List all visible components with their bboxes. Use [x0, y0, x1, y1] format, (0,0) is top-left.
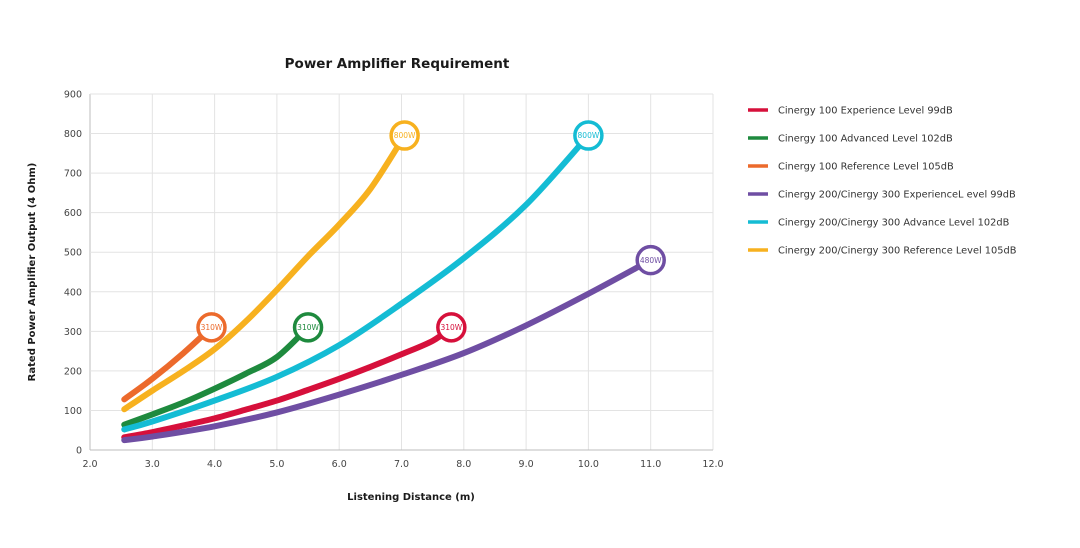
chart-title: Power Amplifier Requirement: [285, 56, 510, 72]
series-6-line: [121, 132, 408, 413]
y-tick-label: 300: [64, 327, 82, 338]
x-tick-label: 10.0: [578, 459, 599, 470]
legend-label: Cinergy 100 Advanced Level 102dB: [778, 134, 953, 145]
legend-item: Cinergy 100 Advanced Level 102dB: [748, 134, 953, 145]
series-3-end-marker: 310W: [196, 312, 227, 343]
y-axis-label: Rated Power Amplifier Output (4 Ohm): [27, 163, 38, 382]
series-1-marker-circle: [436, 312, 467, 343]
y-tick-label: 700: [64, 169, 82, 180]
series-1-line: [121, 324, 455, 441]
y-tick-label: 200: [64, 366, 82, 377]
series-1-end-label: 310W: [440, 323, 462, 332]
legend-label: Cinergy 200/Cinergy 300 ExperienceL evel…: [778, 190, 1016, 201]
x-tick-label: 8.0: [456, 459, 471, 470]
series-6-marker-circle: [389, 120, 420, 151]
y-tick-label: 400: [64, 287, 82, 298]
series-5-marker-circle: [573, 120, 604, 151]
legend-item: Cinergy 200/Cinergy 300 Advance Level 10…: [748, 218, 1010, 229]
x-tick-label: 7.0: [394, 459, 409, 470]
series-4-end-marker: 480W: [635, 244, 666, 276]
chart-legend: Cinergy 100 Experience Level 99dB Cinergy…: [748, 106, 1017, 257]
series-5-end-label: 800W: [578, 131, 600, 140]
legend-label: Cinergy 200/Cinergy 300 Advance Level 10…: [778, 218, 1010, 229]
legend-item: Cinergy 100 Reference Level 105dB: [748, 162, 954, 173]
legend-item: Cinergy 100 Experience Level 99dB: [748, 106, 953, 117]
x-tick-label: 3.0: [145, 459, 160, 470]
series-3-end-label: 310W: [201, 323, 223, 332]
series-4-marker-circle: [635, 244, 666, 276]
x-tick-label: 2.0: [82, 459, 97, 470]
axis-ticks: 2.0 3.0 4.0 5.0 6.0 7.0 8.0 9.0 10.0 11.0 12.0 0 100…: [64, 90, 724, 471]
series-2-marker-circle: [292, 312, 324, 343]
series-6-end-marker: 800W: [389, 120, 420, 151]
y-tick-label: 900: [64, 90, 82, 101]
legend-label: Cinergy 100 Reference Level 105dB: [778, 162, 954, 173]
endpoint-markers: 310W 310W 310W 480W 800W 800W: [196, 120, 666, 343]
x-tick-label: 9.0: [519, 459, 534, 470]
x-tick-label: 12.0: [702, 459, 723, 470]
y-tick-label: 600: [64, 208, 82, 219]
series-2-end-label: 310W: [297, 323, 319, 332]
series-5-end-marker: 800W: [573, 120, 604, 151]
legend-label: Cinergy 200/Cinergy 300 Reference Level …: [778, 246, 1017, 257]
y-tick-label: 100: [64, 406, 82, 417]
x-tick-label: 6.0: [332, 459, 347, 470]
x-tick-label: 5.0: [269, 459, 284, 470]
x-tick-label: 4.0: [207, 459, 222, 470]
series-4-line: [121, 257, 654, 444]
chart-series: [121, 132, 654, 444]
series-6-end-label: 800W: [394, 131, 416, 140]
x-tick-label: 11.0: [640, 459, 661, 470]
series-3-marker-circle: [196, 312, 227, 343]
series-2-line: [121, 324, 312, 428]
legend-label: Cinergy 100 Experience Level 99dB: [778, 106, 953, 117]
series-1-end-marker: 310W: [436, 312, 467, 343]
series-5-line: [121, 132, 592, 433]
x-axis-label: Listening Distance (m): [347, 492, 475, 503]
y-tick-label: 800: [64, 129, 82, 140]
legend-item: Cinergy 200/Cinergy 300 Reference Level …: [748, 246, 1017, 257]
y-tick-label: 0: [76, 446, 82, 457]
legend-item: Cinergy 200/Cinergy 300 ExperienceL evel…: [748, 190, 1016, 201]
series-2-end-marker: 310W: [292, 312, 324, 343]
chart-grid: [89, 93, 714, 451]
series-4-end-label: 480W: [640, 256, 662, 265]
y-tick-label: 500: [64, 248, 82, 259]
series-3-line: [121, 324, 215, 403]
